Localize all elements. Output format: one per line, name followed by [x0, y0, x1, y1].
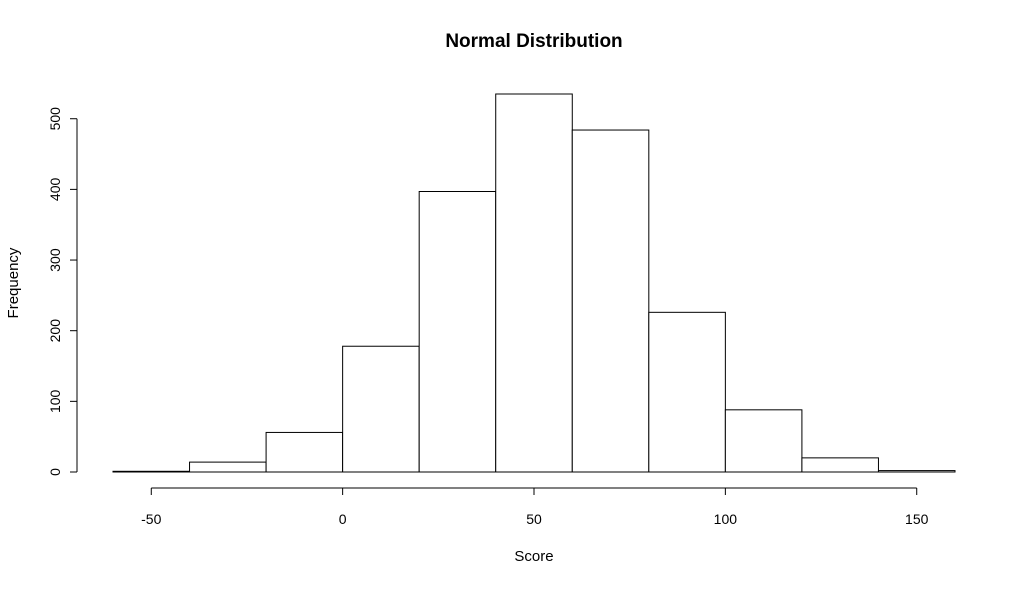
histogram-bar — [877, 470, 956, 473]
x-tick-label: 50 — [526, 511, 542, 527]
x-tick-label: 100 — [714, 511, 738, 527]
y-tick-label: 400 — [47, 177, 63, 201]
histogram-bar — [342, 345, 420, 473]
y-tick-label: 300 — [47, 248, 63, 272]
y-tick-label: 200 — [47, 319, 63, 343]
histogram-bar — [418, 191, 497, 473]
y-tick-label: 500 — [47, 107, 63, 131]
x-tick-label: 0 — [339, 511, 347, 527]
histogram-bar — [571, 129, 650, 473]
x-tick-label: 150 — [905, 511, 929, 527]
histogram-bar — [112, 470, 191, 473]
y-axis: 0 100 200 300 400 500 — [47, 107, 78, 476]
x-axis-label: Score — [514, 548, 553, 565]
histogram-bar — [189, 461, 267, 473]
y-axis-label: Frequency — [5, 247, 22, 318]
histogram-bar — [495, 93, 573, 473]
chart-title: Normal Distribution — [445, 31, 622, 52]
y-tick-label: 100 — [47, 389, 63, 413]
histogram-bar — [801, 457, 879, 473]
x-tick-label: -50 — [141, 511, 161, 527]
bars-group — [112, 93, 956, 473]
histogram-bar — [724, 409, 803, 473]
y-tick-label: 0 — [47, 468, 63, 476]
histogram-bar — [648, 311, 726, 473]
histogram-bar — [265, 431, 344, 473]
x-axis: -50 0 50 100 150 — [141, 487, 929, 527]
